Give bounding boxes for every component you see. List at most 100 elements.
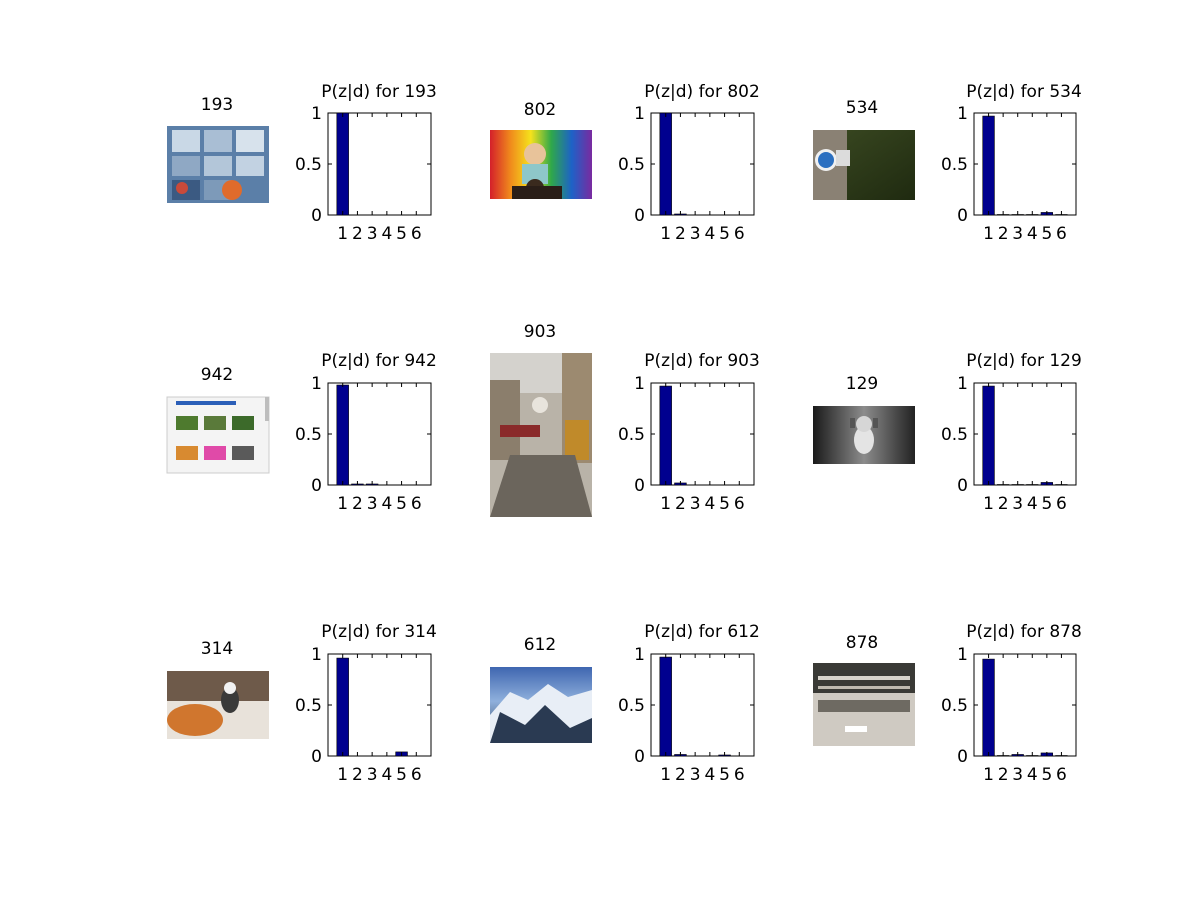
bar-topic-1 [336, 112, 349, 216]
bar-chart: 00.511 2 3 4 5 6 [941, 374, 1077, 514]
y-tick-label: 0.5 [618, 696, 645, 716]
y-tick-label: 0.5 [941, 696, 968, 716]
x-tick-label: 6 [411, 765, 422, 785]
x-tick-label: 6 [734, 765, 745, 785]
x-tick-label: 1 [337, 224, 348, 244]
x-tick-label: 4 [704, 765, 715, 785]
bar-topic-1 [982, 385, 995, 486]
y-tick-label: 1 [311, 104, 322, 124]
x-tick-label: 4 [381, 224, 392, 244]
x-tick-label: 6 [1056, 224, 1067, 244]
image-label: 534 [846, 98, 878, 118]
x-tick-label: 1 [983, 494, 994, 514]
bar-topic-1 [659, 385, 672, 486]
x-tick-label: 4 [704, 224, 715, 244]
x-tick-label: 4 [1027, 494, 1038, 514]
bar-topic-1 [336, 657, 349, 757]
x-tick-label: 3 [367, 224, 378, 244]
x-tick-label: 4 [704, 494, 715, 514]
x-tick-label: 2 [675, 494, 686, 514]
y-tick-label: 1 [957, 645, 968, 665]
x-tick-label: 3 [1012, 494, 1023, 514]
y-tick-label: 0.5 [295, 155, 322, 175]
bar-chart: 00.511 2 3 4 5 6 [618, 104, 755, 244]
y-tick-label: 0 [634, 476, 645, 496]
bar-topic-1 [659, 112, 672, 216]
thumbnail-snowy-mountains [490, 667, 592, 743]
x-tick-label: 1 [660, 224, 671, 244]
y-tick-label: 0.5 [295, 425, 322, 445]
image-label: 878 [846, 633, 878, 653]
x-tick-label: 1 [337, 765, 348, 785]
bar-chart: 00.511 2 3 4 5 6 [295, 104, 432, 244]
x-tick-label: 2 [675, 765, 686, 785]
x-tick-label: 3 [1012, 765, 1023, 785]
x-tick-label: 3 [690, 494, 701, 514]
x-tick-label: 4 [1027, 765, 1038, 785]
y-tick-label: 0.5 [941, 155, 968, 175]
x-tick-label: 3 [367, 765, 378, 785]
x-tick-label: 2 [352, 494, 363, 514]
x-tick-label: 4 [1027, 224, 1038, 244]
x-tick-label: 5 [719, 224, 730, 244]
y-tick-label: 0 [311, 206, 322, 226]
thumbnail-bathtub-toy [167, 671, 269, 739]
x-tick-label: 1 [337, 494, 348, 514]
x-tick-label: 6 [1056, 494, 1067, 514]
chart-title: P(z|d) for 193 [321, 82, 437, 102]
x-tick-label: 5 [396, 765, 407, 785]
y-tick-label: 0 [634, 206, 645, 226]
x-tick-label: 3 [367, 494, 378, 514]
bar-chart: 00.511 2 3 4 5 6 [941, 645, 1077, 785]
x-tick-label: 1 [660, 765, 671, 785]
bar-chart: 00.511 2 3 4 5 6 [941, 104, 1077, 244]
x-tick-label: 2 [998, 224, 1009, 244]
y-tick-label: 0.5 [618, 425, 645, 445]
chart-title: P(z|d) for 534 [966, 82, 1082, 102]
x-tick-label: 6 [411, 494, 422, 514]
image-label: 903 [524, 322, 556, 342]
y-tick-label: 1 [634, 104, 645, 124]
y-tick-label: 1 [311, 374, 322, 394]
x-tick-label: 5 [1041, 765, 1052, 785]
x-tick-label: 2 [998, 765, 1009, 785]
image-label: 193 [201, 95, 233, 115]
x-tick-label: 3 [1012, 224, 1023, 244]
x-tick-label: 6 [734, 494, 745, 514]
bar-topic-1 [336, 384, 349, 486]
y-tick-label: 0 [311, 747, 322, 767]
x-tick-label: 3 [690, 765, 701, 785]
thumbnail-empty-hall [813, 663, 915, 746]
bar-topic-1 [982, 658, 995, 757]
x-tick-label: 3 [690, 224, 701, 244]
x-tick-label: 6 [411, 224, 422, 244]
x-tick-label: 4 [381, 765, 392, 785]
thumbnail-window-panes [167, 126, 269, 203]
bar-topic-1 [659, 656, 672, 757]
bar-chart: 00.511 2 3 4 5 6 [295, 374, 432, 514]
y-tick-label: 0.5 [941, 425, 968, 445]
x-tick-label: 1 [983, 224, 994, 244]
y-tick-label: 0.5 [295, 696, 322, 716]
y-tick-label: 1 [957, 104, 968, 124]
thumbnail-rainbow-umbrella [490, 130, 592, 199]
chart-title: P(z|d) for 129 [966, 351, 1082, 371]
image-label: 942 [201, 365, 233, 385]
y-tick-label: 1 [634, 374, 645, 394]
x-tick-label: 4 [381, 494, 392, 514]
chart-title: P(z|d) for 802 [644, 82, 760, 102]
y-tick-label: 0 [957, 747, 968, 767]
x-tick-label: 5 [719, 494, 730, 514]
chart-title: P(z|d) for 314 [321, 622, 437, 642]
x-tick-label: 5 [719, 765, 730, 785]
y-tick-label: 1 [311, 645, 322, 665]
x-tick-label: 1 [660, 494, 671, 514]
x-tick-label: 2 [998, 494, 1009, 514]
thumbnail-sign-on-tree [813, 130, 915, 200]
x-tick-label: 6 [1056, 765, 1067, 785]
chart-title: P(z|d) for 878 [966, 622, 1082, 642]
x-tick-label: 1 [983, 765, 994, 785]
image-label: 612 [524, 635, 556, 655]
chart-title: P(z|d) for 903 [644, 351, 760, 371]
